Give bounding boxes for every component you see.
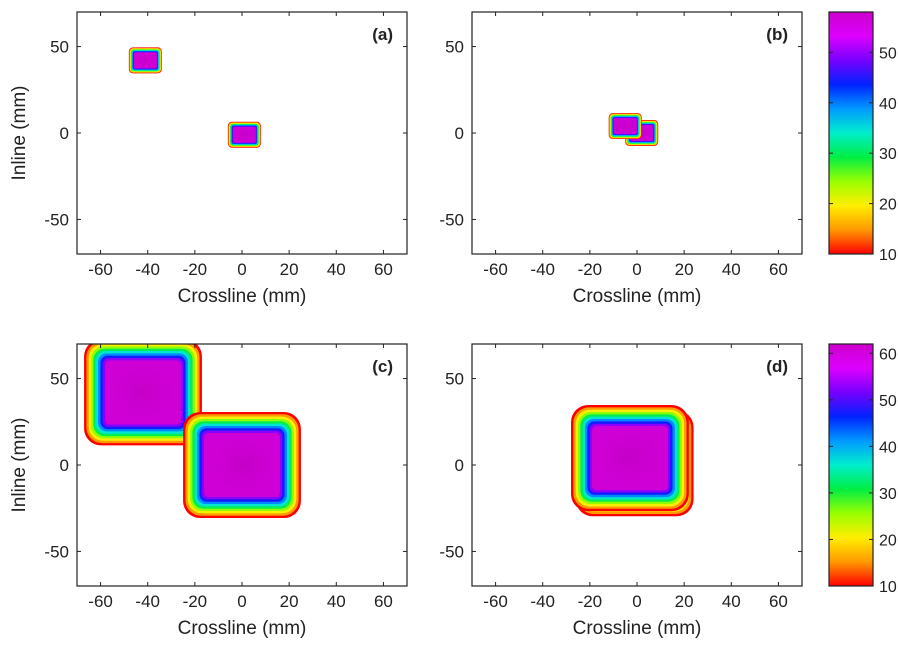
contour-layer — [84, 344, 301, 519]
x-tick-label: 0 — [237, 260, 246, 279]
colorbar-tick-label: 50 — [879, 393, 897, 410]
x-tick-label: -40 — [135, 260, 160, 279]
contour-core — [613, 118, 637, 134]
colorbar-gradient — [829, 12, 873, 254]
x-axis-label: Crossline (mm) — [573, 618, 702, 639]
contour-layer — [608, 113, 659, 146]
panels: -60 -40 -20 0 20 40 60 -50 0 50 Crossline (mm) Inli… — [9, 11, 803, 639]
x-tick-label: 20 — [280, 592, 299, 611]
panel-c: -60 -40 -20 0 20 40 60 -50 0 50 Crossline (mm) Inli… — [9, 343, 408, 639]
x-tick-label: 60 — [374, 592, 393, 611]
colorbar-tick-label: 20 — [879, 197, 897, 214]
contour-shape-1 — [84, 344, 202, 446]
contour-shape-2 — [571, 405, 689, 512]
colorbar-tick-label: 20 — [879, 532, 897, 549]
x-tick-label: -40 — [530, 260, 555, 279]
colorbars: 10 20 30 40 50 10 20 30 40 50 60 — [828, 11, 897, 596]
y-tick-label: 50 — [50, 38, 69, 57]
contour-shape-2 — [608, 113, 642, 140]
x-axis-label: Crossline (mm) — [178, 286, 307, 307]
x-tick-label: 20 — [675, 592, 694, 611]
colorbar-tick-label: 60 — [879, 346, 897, 363]
panel-label: (a) — [372, 25, 393, 44]
y-tick-label: 0 — [455, 124, 464, 143]
y-tick-label: -50 — [439, 210, 464, 229]
x-tick-label: 0 — [632, 592, 641, 611]
x-tick-label: -60 — [88, 260, 113, 279]
x-tick-label: 0 — [632, 260, 641, 279]
x-tick-label: -60 — [483, 592, 508, 611]
contour-core — [204, 432, 280, 498]
contour-core — [133, 52, 157, 69]
y-tick-label: 0 — [60, 456, 69, 475]
colorbar-gradient — [829, 344, 873, 586]
contour-layer — [128, 47, 261, 148]
y-tick-label: 50 — [445, 370, 464, 389]
x-tick-label: -20 — [183, 260, 208, 279]
x-tick-label: -20 — [183, 592, 208, 611]
y-axis-label: Inline (mm) — [9, 417, 30, 512]
colorbar-tick-label: 50 — [879, 45, 897, 62]
x-tick-label: 0 — [237, 592, 246, 611]
colorbar-tick-label: 10 — [879, 579, 897, 596]
colorbar-2: 10 20 30 40 50 60 — [828, 343, 897, 596]
contour-shape-1 — [128, 47, 162, 74]
x-tick-label: 40 — [327, 592, 346, 611]
x-tick-label: -60 — [88, 592, 113, 611]
x-tick-label: -20 — [578, 592, 603, 611]
x-tick-label: -20 — [578, 260, 603, 279]
x-tick-label: 40 — [722, 592, 741, 611]
panel-b: -60 -40 -20 0 20 40 60 -50 0 50 Crossline (mm) (b) — [439, 11, 803, 307]
y-tick-label: -50 — [44, 542, 69, 561]
x-tick-label: -60 — [483, 260, 508, 279]
y-tick-label: -50 — [44, 210, 69, 229]
contour-layer — [571, 405, 694, 517]
x-tick-label: 40 — [722, 260, 741, 279]
x-tick-label: -40 — [135, 592, 160, 611]
contour-core — [592, 426, 668, 491]
x-axis-label: Crossline (mm) — [178, 618, 307, 639]
contour-shape-2 — [227, 121, 261, 148]
colorbar-tick-label: 30 — [879, 146, 897, 163]
panel-label: (c) — [372, 357, 393, 376]
panel-label: (d) — [766, 357, 788, 376]
x-tick-label: 20 — [675, 260, 694, 279]
y-tick-label: 50 — [50, 370, 69, 389]
panel-a: -60 -40 -20 0 20 40 60 -50 0 50 Crossline (mm) Inli… — [9, 11, 408, 307]
colorbar-tick-label: 40 — [879, 439, 897, 456]
x-tick-label: 40 — [327, 260, 346, 279]
colorbar-tick-label: 10 — [879, 247, 897, 264]
y-tick-label: 0 — [60, 124, 69, 143]
y-tick-label: -50 — [439, 542, 464, 561]
colorbar-tick-label: 40 — [879, 96, 897, 113]
x-tick-label: 60 — [769, 260, 788, 279]
x-tick-label: -40 — [530, 592, 555, 611]
panel-d: -60 -40 -20 0 20 40 60 -50 0 50 Crossline (mm) (d) — [439, 343, 803, 639]
contour-shape-2 — [183, 411, 301, 519]
x-tick-label: 20 — [280, 260, 299, 279]
contour-core — [232, 126, 256, 143]
x-tick-label: 60 — [769, 592, 788, 611]
y-tick-label: 50 — [445, 38, 464, 57]
panel-label: (b) — [766, 25, 788, 44]
y-axis-label: Inline (mm) — [9, 85, 30, 180]
contour-core — [105, 360, 181, 425]
colorbar-frame — [828, 343, 874, 587]
x-axis-label: Crossline (mm) — [573, 286, 702, 307]
colorbar-1: 10 20 30 40 50 — [828, 11, 897, 264]
colorbar-tick-label: 30 — [879, 486, 897, 503]
y-tick-label: 0 — [455, 456, 464, 475]
colorbar-frame — [828, 11, 874, 255]
x-tick-label: 60 — [374, 260, 393, 279]
